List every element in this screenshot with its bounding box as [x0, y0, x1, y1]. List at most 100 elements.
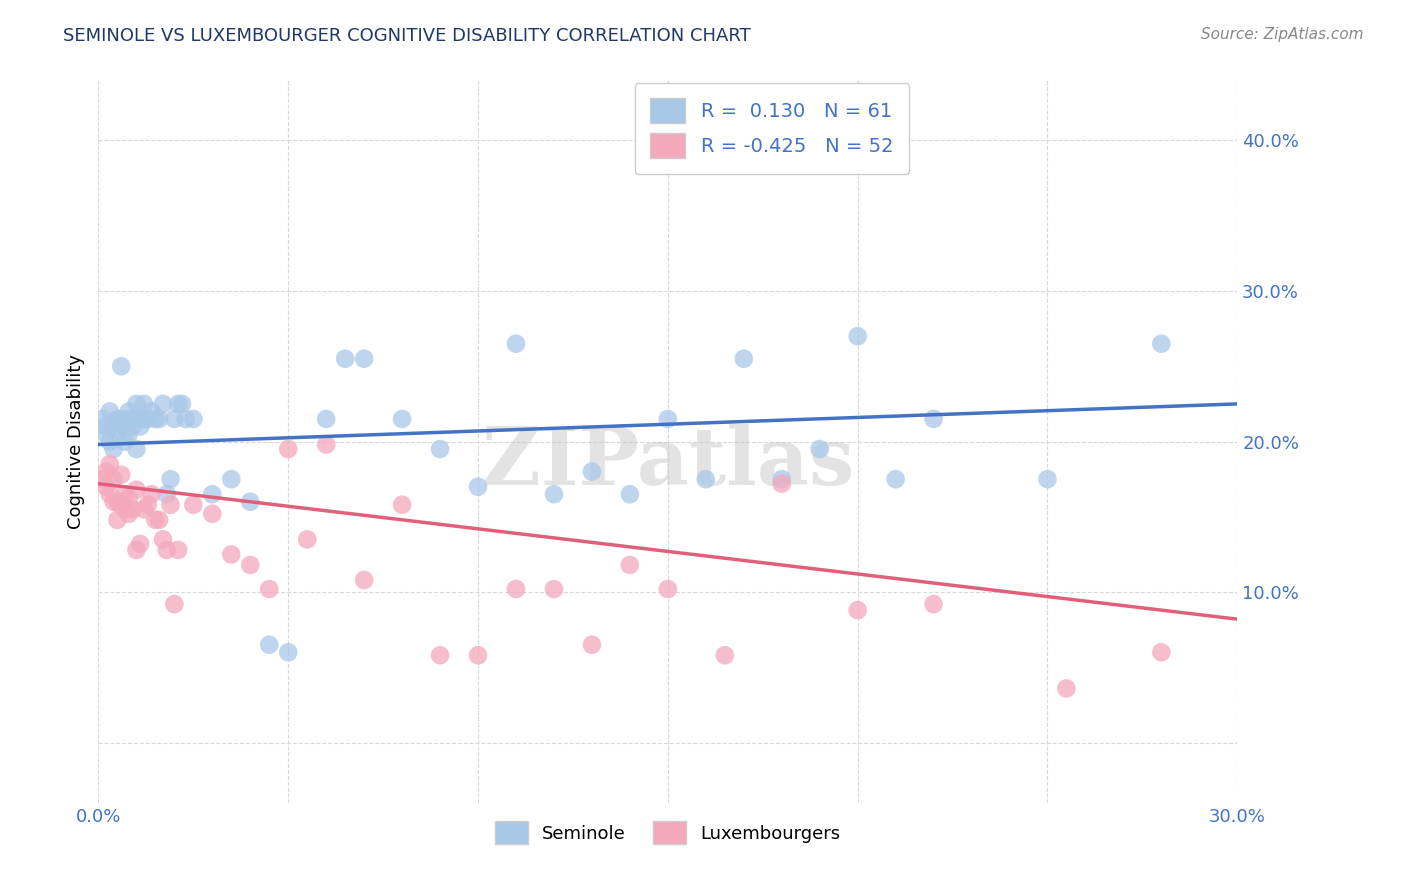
- Point: [156, 542, 179, 557]
- Point: [152, 533, 174, 547]
- Point: [619, 487, 641, 501]
- Point: [543, 487, 565, 501]
- Point: [118, 427, 141, 442]
- Point: [657, 582, 679, 596]
- Point: [114, 434, 136, 449]
- Point: [467, 480, 489, 494]
- Point: [132, 397, 155, 411]
- Point: [922, 597, 945, 611]
- Point: [714, 648, 737, 663]
- Point: [505, 336, 527, 351]
- Point: [110, 412, 132, 426]
- Point: [125, 542, 148, 557]
- Point: [1150, 645, 1173, 659]
- Point: [114, 487, 136, 501]
- Point: [121, 502, 143, 516]
- Point: [98, 487, 121, 501]
- Point: [467, 648, 489, 663]
- Point: [657, 412, 679, 426]
- Point: [91, 412, 114, 426]
- Point: [98, 457, 121, 471]
- Point: [132, 412, 155, 426]
- Point: [159, 472, 181, 486]
- Point: [846, 329, 869, 343]
- Y-axis label: Cognitive Disability: Cognitive Disability: [66, 354, 84, 529]
- Point: [110, 467, 132, 482]
- Point: [315, 437, 337, 451]
- Point: [107, 494, 129, 508]
- Point: [98, 404, 121, 418]
- Legend: Seminole, Luxembourgers: Seminole, Luxembourgers: [481, 806, 855, 859]
- Point: [429, 442, 451, 456]
- Point: [391, 498, 413, 512]
- Point: [163, 412, 186, 426]
- Point: [297, 533, 319, 547]
- Point: [156, 487, 179, 501]
- Point: [695, 472, 717, 486]
- Point: [922, 412, 945, 426]
- Point: [353, 351, 375, 366]
- Text: ZIPatlas: ZIPatlas: [482, 425, 853, 502]
- Point: [145, 513, 167, 527]
- Point: [114, 412, 136, 426]
- Point: [277, 645, 299, 659]
- Point: [1036, 472, 1059, 486]
- Point: [581, 638, 603, 652]
- Point: [136, 412, 159, 426]
- Point: [335, 351, 357, 366]
- Point: [118, 404, 141, 418]
- Point: [167, 397, 190, 411]
- Point: [183, 412, 205, 426]
- Point: [145, 412, 167, 426]
- Point: [239, 494, 262, 508]
- Point: [91, 472, 114, 486]
- Point: [114, 419, 136, 434]
- Point: [353, 573, 375, 587]
- Point: [94, 465, 117, 479]
- Point: [121, 412, 143, 426]
- Point: [121, 419, 143, 434]
- Point: [543, 582, 565, 596]
- Point: [159, 498, 181, 512]
- Point: [259, 638, 281, 652]
- Point: [733, 351, 755, 366]
- Point: [107, 513, 129, 527]
- Point: [163, 597, 186, 611]
- Point: [94, 480, 117, 494]
- Point: [94, 419, 117, 434]
- Point: [201, 507, 224, 521]
- Point: [277, 442, 299, 456]
- Point: [129, 537, 152, 551]
- Text: Source: ZipAtlas.com: Source: ZipAtlas.com: [1201, 27, 1364, 42]
- Point: [429, 648, 451, 663]
- Text: SEMINOLE VS LUXEMBOURGER COGNITIVE DISABILITY CORRELATION CHART: SEMINOLE VS LUXEMBOURGER COGNITIVE DISAB…: [63, 27, 751, 45]
- Point: [167, 542, 190, 557]
- Point: [808, 442, 831, 456]
- Point: [103, 419, 125, 434]
- Point: [1056, 681, 1078, 696]
- Point: [141, 487, 163, 501]
- Point: [201, 487, 224, 501]
- Point: [1150, 336, 1173, 351]
- Point: [103, 442, 125, 456]
- Point: [221, 548, 243, 562]
- Point: [129, 412, 152, 426]
- Point: [581, 465, 603, 479]
- Point: [770, 472, 793, 486]
- Point: [170, 397, 193, 411]
- Point: [259, 582, 281, 596]
- Point: [103, 494, 125, 508]
- Point: [148, 412, 170, 426]
- Point: [505, 582, 527, 596]
- Point: [110, 498, 132, 512]
- Point: [132, 502, 155, 516]
- Point: [107, 427, 129, 442]
- Point: [94, 427, 117, 442]
- Point: [174, 412, 197, 426]
- Point: [315, 412, 337, 426]
- Point: [129, 419, 152, 434]
- Point: [846, 603, 869, 617]
- Point: [118, 507, 141, 521]
- Point: [141, 404, 163, 418]
- Point: [391, 412, 413, 426]
